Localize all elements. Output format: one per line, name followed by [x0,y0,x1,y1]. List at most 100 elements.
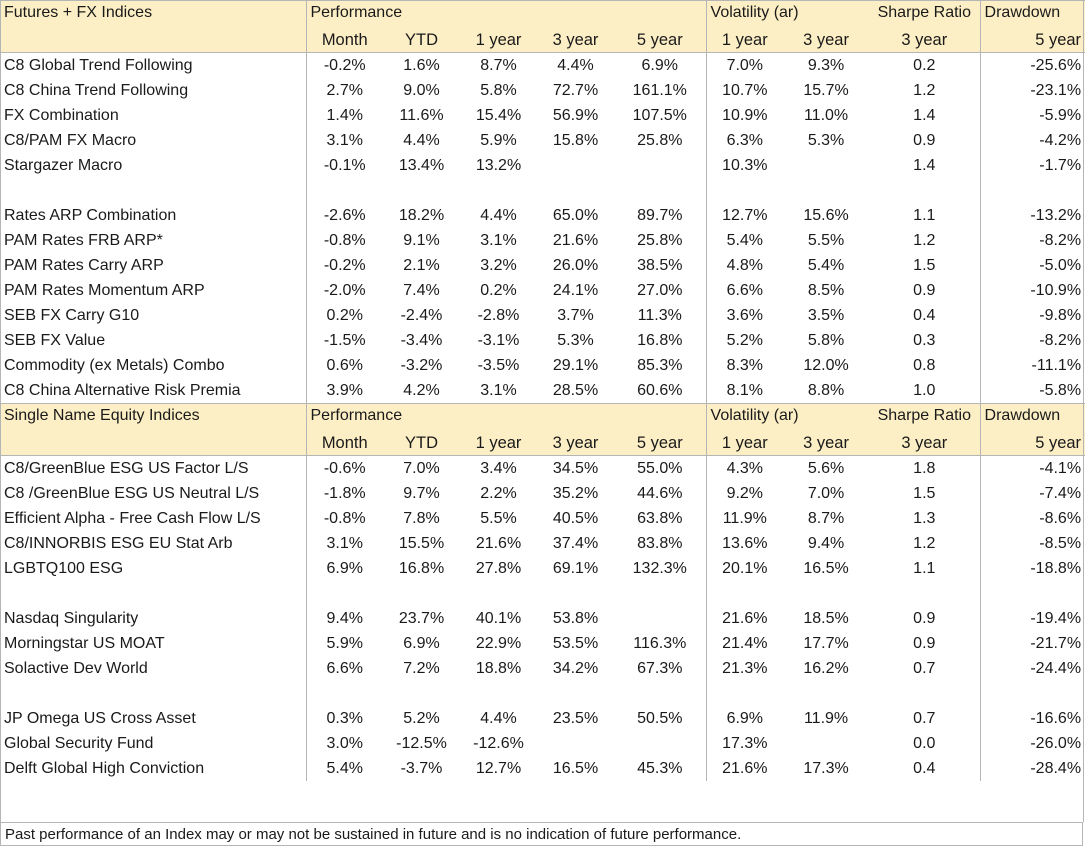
cell-vol-1y: 17.3% [705,731,784,756]
cell-perf-1y [460,581,537,606]
cell-perf-5y: 107.5% [632,107,687,124]
column-header-month: Month [305,28,383,53]
cell-drawdown-5y: -1.7% [979,153,1085,178]
column-header-row: Month YTD 1 year 3 year 5 year 1 year 3 year 3 … [0,28,1085,53]
cell-sharpe-3y: 1.2 [913,232,936,249]
cell-ytd: 9.0% [403,82,440,99]
cell-vol-1y: 5.2% [705,328,784,353]
cell-vol-1y [705,581,784,606]
table-row: Global Security Fund 3.0% -12.5% -12.6% 17.3… [0,731,1085,756]
cell-drawdown-5y: -7.4% [979,481,1085,506]
cell-drawdown-5y: -5.0% [979,253,1085,278]
cell-ytd: -3.2% [400,357,443,374]
cell-perf-1y: -3.1% [477,332,520,349]
cell-month: -0.2% [305,52,383,78]
index-name: Nasdaq Singularity [4,610,139,627]
cell-perf-3y: 24.1% [552,282,599,299]
cell-vol-3y: 16.2% [803,660,849,677]
cell-sharpe-3y: 0.2 [913,57,936,74]
column-header-drawdown-5y: 5 year [979,28,1085,53]
cell-vol-1y [705,681,784,706]
cell-drawdown-5y [979,178,1085,203]
cell-drawdown-5y: -9.8% [979,303,1085,328]
column-header-perf-5y: 5 year [614,431,707,456]
cell-perf-5y: 63.8% [637,510,683,527]
cell-sharpe-3y: 1.5 [913,485,936,502]
cell-ytd: -3.4% [400,332,443,349]
cell-perf-5y [614,153,706,178]
cell-month: 5.9% [305,631,383,656]
cell-vol-3y [783,731,869,756]
table-row: Rates ARP Combination -2.6% 18.2% 4.4% 65.0%… [0,203,1085,228]
cell-month [305,581,383,606]
index-name: C8 Global Trend Following [4,57,193,74]
cell-vol-1y: 5.4% [705,228,784,253]
cell-ytd: 4.4% [403,132,440,149]
index-name: C8/GreenBlue ESG US Factor L/S [4,460,249,477]
cell-vol-1y: 21.4% [705,631,784,656]
cell-month: -1.5% [305,328,383,353]
cell-sharpe-3y: 1.3 [913,510,936,527]
column-header-ytd: YTD [383,28,460,53]
cell-drawdown-5y: -8.2% [979,328,1085,353]
cell-vol-1y: 10.3% [705,153,784,178]
cell-perf-1y: 21.6% [475,535,522,552]
cell-perf-1y: 3.4% [480,460,517,477]
cell-month: -0.8% [305,506,383,531]
cell-perf-5y: 85.3% [637,357,683,374]
index-name: C8 /GreenBlue ESG US Neutral L/S [4,485,260,502]
cell-perf-1y: -2.8% [477,307,520,324]
cell-month: -2.6% [305,203,383,228]
cell-drawdown-5y: -18.8% [979,556,1085,581]
cell-sharpe-3y [869,681,980,706]
cell-perf-5y [614,581,706,606]
cell-drawdown-5y: -24.4% [979,656,1085,681]
column-header-month: Month [305,431,383,456]
cell-month: 3.0% [305,731,383,756]
column-header-drawdown-5y: 5 year [979,431,1085,456]
cell-vol-1y: 21.6% [705,606,784,631]
cell-vol-1y: 4.8% [705,253,784,278]
cell-month: 3.1% [305,531,383,556]
cell-vol-1y: 6.9% [705,706,784,731]
cell-sharpe-3y: 1.4 [913,107,936,124]
cell-vol-1y [705,178,784,203]
cell-perf-1y: 27.8% [475,560,522,577]
cell-vol-3y: 17.7% [803,635,849,652]
cell-vol-3y [783,153,869,178]
section-header-row: Futures + FX Indices Performance Volatilit… [0,0,1085,28]
cell-perf-1y [460,178,537,203]
column-header-ytd: YTD [383,431,460,456]
cell-vol-3y: 12.0% [803,357,849,374]
index-name [0,178,306,203]
table-row: C8 /GreenBlue ESG US Neutral L/S -1.8% 9.7… [0,481,1085,506]
cell-ytd: 6.9% [403,635,440,652]
table-row: C8/GreenBlue ESG US Factor L/S -0.6% 7.0% 3… [0,455,1085,481]
index-name: Rates ARP Combination [4,207,177,224]
table-row: FX Combination 1.4% 11.6% 15.4% 56.9% 107.5% 1… [0,103,1085,128]
cell-vol-3y: 11.9% [803,710,849,727]
column-header-perf-3y: 3 year [537,431,614,456]
cell-perf-3y: 65.0% [552,207,599,224]
cell-sharpe-3y: 0.8 [913,357,936,374]
index-name: Morningstar US MOAT [4,635,165,652]
cell-sharpe-3y: 0.9 [913,610,936,627]
cell-vol-3y: 9.3% [807,57,845,74]
index-name: C8 China Alternative Risk Premia [4,382,241,399]
cell-vol-3y: 5.5% [807,232,845,249]
cell-vol-3y: 3.5% [807,307,845,324]
cell-drawdown-5y: -16.6% [979,706,1085,731]
cell-sharpe-3y: 0.4 [913,307,936,324]
cell-ytd: 1.6% [403,57,440,74]
cell-sharpe-3y: 0.3 [913,332,936,349]
index-name: LGBTQ100 ESG [4,560,124,577]
cell-vol-1y: 21.3% [705,656,784,681]
cell-sharpe-3y: 1.1 [913,207,936,224]
cell-perf-3y: 53.8% [552,610,599,627]
table-row: C8 Global Trend Following -0.2% 1.6% 8.7% 4.… [0,52,1085,78]
table-row: C8/INNORBIS ESG EU Stat Arb 3.1% 15.5% 21.6… [0,531,1085,556]
cell-perf-5y: 25.8% [637,232,683,249]
index-name: Stargazer Macro [4,157,123,174]
cell-perf-1y: 12.7% [475,760,522,777]
